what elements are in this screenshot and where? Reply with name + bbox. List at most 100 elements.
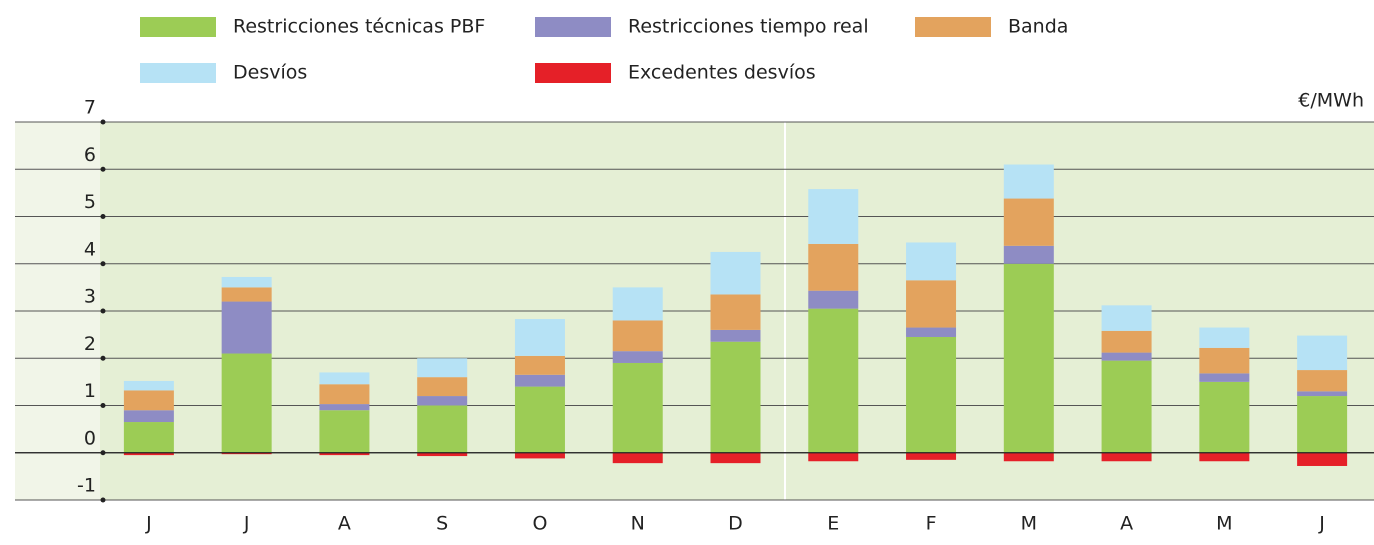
- bar-segment: [221, 452, 272, 455]
- bar-segment: [123, 452, 174, 456]
- y-tick-label: -1: [77, 475, 96, 497]
- bar-segment: [123, 422, 174, 453]
- x-tick-label: J: [243, 513, 250, 535]
- x-tick-label: A: [338, 513, 351, 535]
- bar-segment: [417, 396, 468, 406]
- bar-segment: [906, 327, 957, 337]
- x-tick-label: E: [827, 513, 839, 535]
- x-tick-label: M: [1021, 513, 1037, 535]
- y-tick-label: 2: [84, 333, 96, 355]
- bar-segment: [1101, 352, 1152, 361]
- bar-segment: [1297, 370, 1348, 392]
- y-tick: [100, 355, 106, 361]
- bar-segment: [1297, 452, 1348, 466]
- legend-swatch: [535, 17, 611, 37]
- bar-segment: [319, 410, 370, 453]
- bar-segment: [1101, 452, 1152, 462]
- y-tick: [100, 119, 106, 125]
- bar-segment: [612, 287, 663, 321]
- y-tick-label: 3: [84, 286, 96, 308]
- bar-segment: [1199, 327, 1250, 348]
- y-tick: [100, 403, 106, 408]
- bar-segment: [221, 287, 272, 302]
- bar-segment: [808, 452, 859, 462]
- bar-segment: [123, 380, 174, 391]
- y-tick: [100, 497, 106, 503]
- legend-swatch: [140, 17, 216, 37]
- bar-segment: [808, 290, 859, 309]
- bar-segment: [1199, 381, 1250, 453]
- bar-segment: [514, 319, 565, 356]
- unit-label: €/MWh: [1298, 90, 1364, 112]
- x-tick-label: N: [631, 513, 645, 535]
- bar-segment: [319, 452, 370, 456]
- bar-segment: [319, 384, 370, 405]
- bar-segment: [1199, 347, 1250, 374]
- y-tick: [100, 166, 106, 172]
- bar-segment: [612, 351, 663, 363]
- bar-segment: [710, 294, 761, 330]
- bar-segment: [1101, 360, 1152, 453]
- bar-segment: [1003, 452, 1054, 462]
- x-tick-label: A: [1120, 513, 1133, 535]
- bar-segment: [612, 362, 663, 453]
- legend-label: Desvíos: [233, 62, 307, 84]
- legend-label: Banda: [1008, 16, 1068, 38]
- bar-segment: [1297, 396, 1348, 453]
- bar-segment: [319, 372, 370, 385]
- y-tick-label: 4: [84, 238, 96, 260]
- bar-segment: [1297, 391, 1348, 397]
- y-tick: [100, 214, 106, 219]
- bar-segment: [417, 405, 468, 453]
- legend-swatch: [535, 63, 611, 83]
- bar-segment: [710, 251, 761, 295]
- y-tick-label: 6: [84, 144, 96, 166]
- bar-segment: [808, 308, 859, 453]
- bar-segment: [710, 341, 761, 453]
- bar-segment: [710, 329, 761, 342]
- bar-segment: [906, 242, 957, 281]
- bar-segment: [1003, 164, 1054, 199]
- bar-segment: [417, 452, 468, 457]
- legend-label: Restricciones tiempo real: [628, 16, 869, 38]
- y-tick-label: 0: [84, 427, 96, 449]
- bar-segment: [417, 377, 468, 397]
- y-tick-label: 5: [84, 191, 96, 213]
- bar-segment: [1003, 263, 1054, 453]
- legend-label: Excedentes desvíos: [628, 62, 816, 84]
- bar-segment: [808, 189, 859, 244]
- bar-segment: [906, 280, 957, 328]
- bar-segment: [221, 353, 272, 453]
- x-tick-label: S: [436, 513, 448, 535]
- y-tick-label: 1: [84, 380, 96, 402]
- bar-segment: [612, 452, 663, 464]
- y-tick: [100, 261, 106, 267]
- x-tick-label: J: [145, 513, 152, 535]
- bar-segment: [906, 336, 957, 453]
- bar-segment: [514, 355, 565, 375]
- bar-segment: [514, 374, 565, 387]
- x-tick-label: J: [1318, 513, 1325, 535]
- bar-segment: [514, 452, 565, 459]
- bar-segment: [123, 390, 174, 411]
- bar-segment: [1101, 305, 1152, 331]
- legend-swatch: [915, 17, 991, 37]
- bar-segment: [1003, 245, 1054, 264]
- bar-segment: [514, 386, 565, 453]
- bar-segment: [808, 243, 859, 291]
- bar-segment: [1101, 330, 1152, 353]
- bar-segment: [710, 452, 761, 464]
- x-tick-label: F: [926, 513, 937, 535]
- bar-segment: [1003, 198, 1054, 246]
- x-tick-label: M: [1216, 513, 1232, 535]
- bar-segment: [417, 358, 468, 378]
- y-tick: [100, 308, 106, 314]
- bar-segment: [319, 404, 370, 411]
- bar-segment: [221, 276, 272, 288]
- bar-segment: [1199, 373, 1250, 382]
- bar-segment: [221, 301, 272, 354]
- bar-segment: [1297, 335, 1348, 371]
- x-tick-label: O: [532, 513, 547, 535]
- bar-segment: [906, 452, 957, 460]
- legend-label: Restricciones técnicas PBF: [233, 16, 485, 38]
